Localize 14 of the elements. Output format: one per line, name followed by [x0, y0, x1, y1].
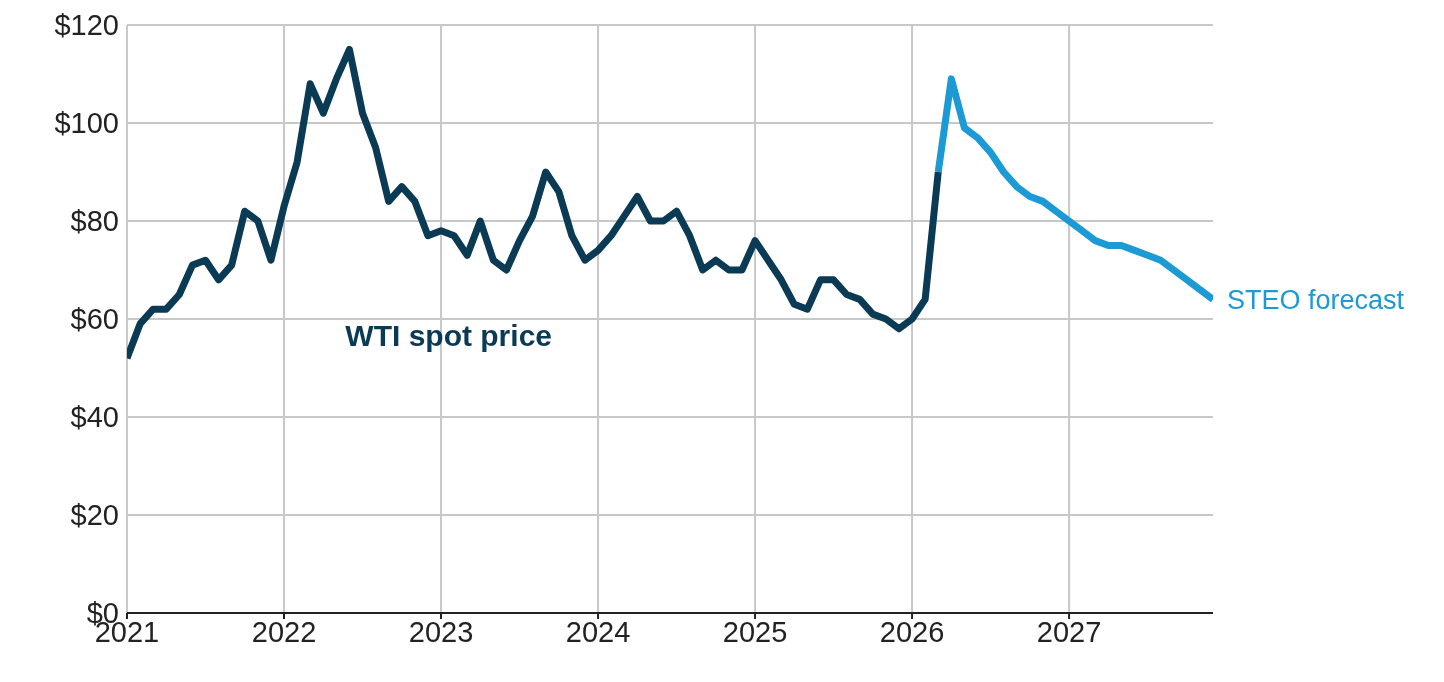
y-tick-label: $60 — [70, 303, 119, 336]
series-label: STEO forecast — [1227, 285, 1405, 316]
y-tick-label: $100 — [54, 107, 119, 140]
x-tick-label: 2025 — [722, 615, 788, 648]
x-tick-label: 2027 — [1036, 615, 1102, 648]
x-tick-label: 2026 — [879, 615, 945, 648]
y-tick-label: $20 — [70, 499, 119, 532]
y-tick-label: $40 — [70, 401, 119, 434]
x-tick-label: 2022 — [251, 615, 317, 648]
text: WTI spot price — [345, 319, 553, 353]
y-tick-label: $80 — [70, 205, 119, 238]
y-tick-label: $120 — [54, 9, 119, 42]
x-tick-label: 2024 — [565, 615, 631, 648]
x-tick-label: 2023 — [408, 615, 474, 648]
